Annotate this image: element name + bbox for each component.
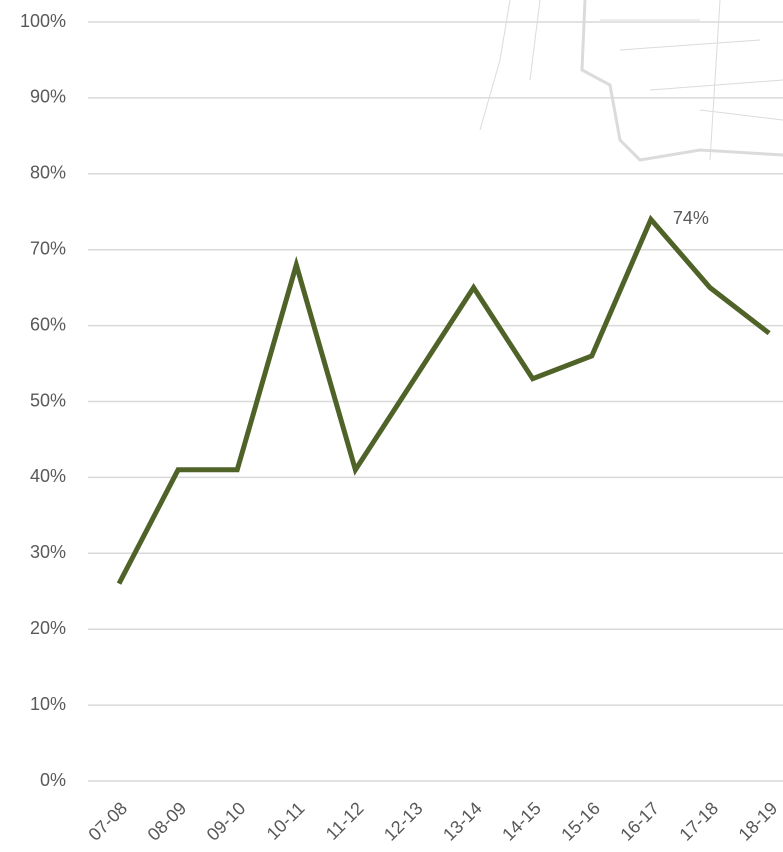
x-tick-label: 14-15: [498, 798, 545, 845]
data-line: [116, 214, 771, 585]
y-tick-label: 0%: [40, 770, 66, 790]
map-background: [479, 0, 783, 162]
y-tick-label: 70%: [30, 238, 66, 258]
y-tick-label: 20%: [30, 618, 66, 638]
x-tick-label: 10-11: [263, 798, 309, 844]
x-tick-label: 09-10: [203, 798, 250, 845]
x-tick-label: 18-19: [735, 798, 782, 845]
y-tick-label: 40%: [30, 466, 66, 486]
data-label: 74%: [673, 208, 709, 228]
y-tick-label: 80%: [30, 163, 66, 183]
x-tick-label: 08-09: [144, 798, 191, 845]
y-tick-label: 10%: [30, 694, 66, 714]
x-tick-label: 11-12: [322, 798, 368, 844]
x-tick-label: 12-13: [380, 798, 427, 845]
y-tick-label: 50%: [30, 390, 66, 410]
x-tick-label: 07-08: [84, 798, 131, 845]
x-tick-label: 15-16: [557, 798, 604, 845]
x-tick-label: 17-18: [675, 798, 722, 845]
y-tick-label: 90%: [30, 87, 66, 107]
y-tick-label: 100%: [20, 11, 66, 31]
y-tick-label: 30%: [30, 542, 66, 562]
y-tick-label: 60%: [30, 314, 66, 334]
x-tick-label: 16-17: [616, 798, 663, 845]
x-tick-label: 13-14: [439, 798, 486, 845]
